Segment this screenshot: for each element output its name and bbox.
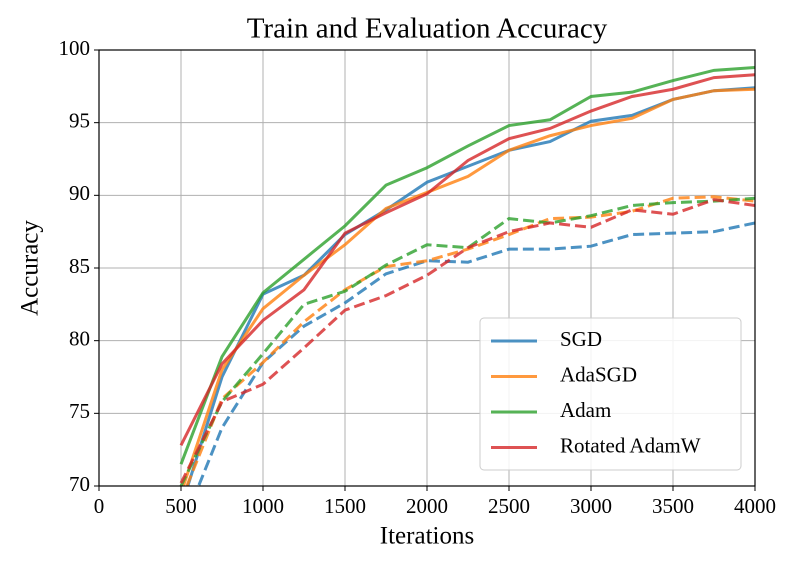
y-tick-label: 85: [69, 254, 90, 278]
legend-label: Adam: [560, 398, 611, 422]
y-tick-label: 80: [69, 326, 90, 350]
x-tick-label: 0: [94, 494, 105, 518]
x-tick-label: 1500: [324, 494, 366, 518]
y-tick-label: 100: [59, 36, 91, 60]
legend-label: AdaSGD: [560, 362, 637, 386]
chart-title: Train and Evaluation Accuracy: [247, 13, 608, 45]
series-line: [179, 196, 755, 486]
series-line: [179, 73, 755, 446]
y-tick-label: 95: [69, 108, 90, 132]
y-axis-label: Accuracy: [17, 220, 44, 316]
legend-box: [479, 317, 742, 471]
y-tick-label: 90: [69, 181, 90, 205]
x-tick-label: 1000: [242, 494, 284, 518]
x-tick-label: 3500: [652, 494, 694, 518]
series-line: [179, 198, 755, 484]
x-axis-label: Iterations: [380, 523, 474, 550]
y-tick-label: 75: [69, 399, 90, 423]
legend-label: SGD: [560, 327, 602, 351]
legend: SGD AdaSGD Adam Rotated AdamW: [479, 317, 742, 471]
x-tick-label: 2000: [406, 494, 448, 518]
series-line: [196, 221, 755, 486]
x-tick-label: 500: [165, 494, 197, 518]
legend-label: Rotated AdamW: [560, 433, 701, 457]
x-tick-label: 3000: [570, 494, 612, 518]
lines: [179, 65, 755, 486]
y-tick-label: 70: [69, 472, 90, 496]
x-tick-label: 2500: [488, 494, 530, 518]
x-tick-label: 4000: [734, 494, 776, 518]
series-line: [181, 87, 755, 486]
series-line: [179, 65, 755, 465]
